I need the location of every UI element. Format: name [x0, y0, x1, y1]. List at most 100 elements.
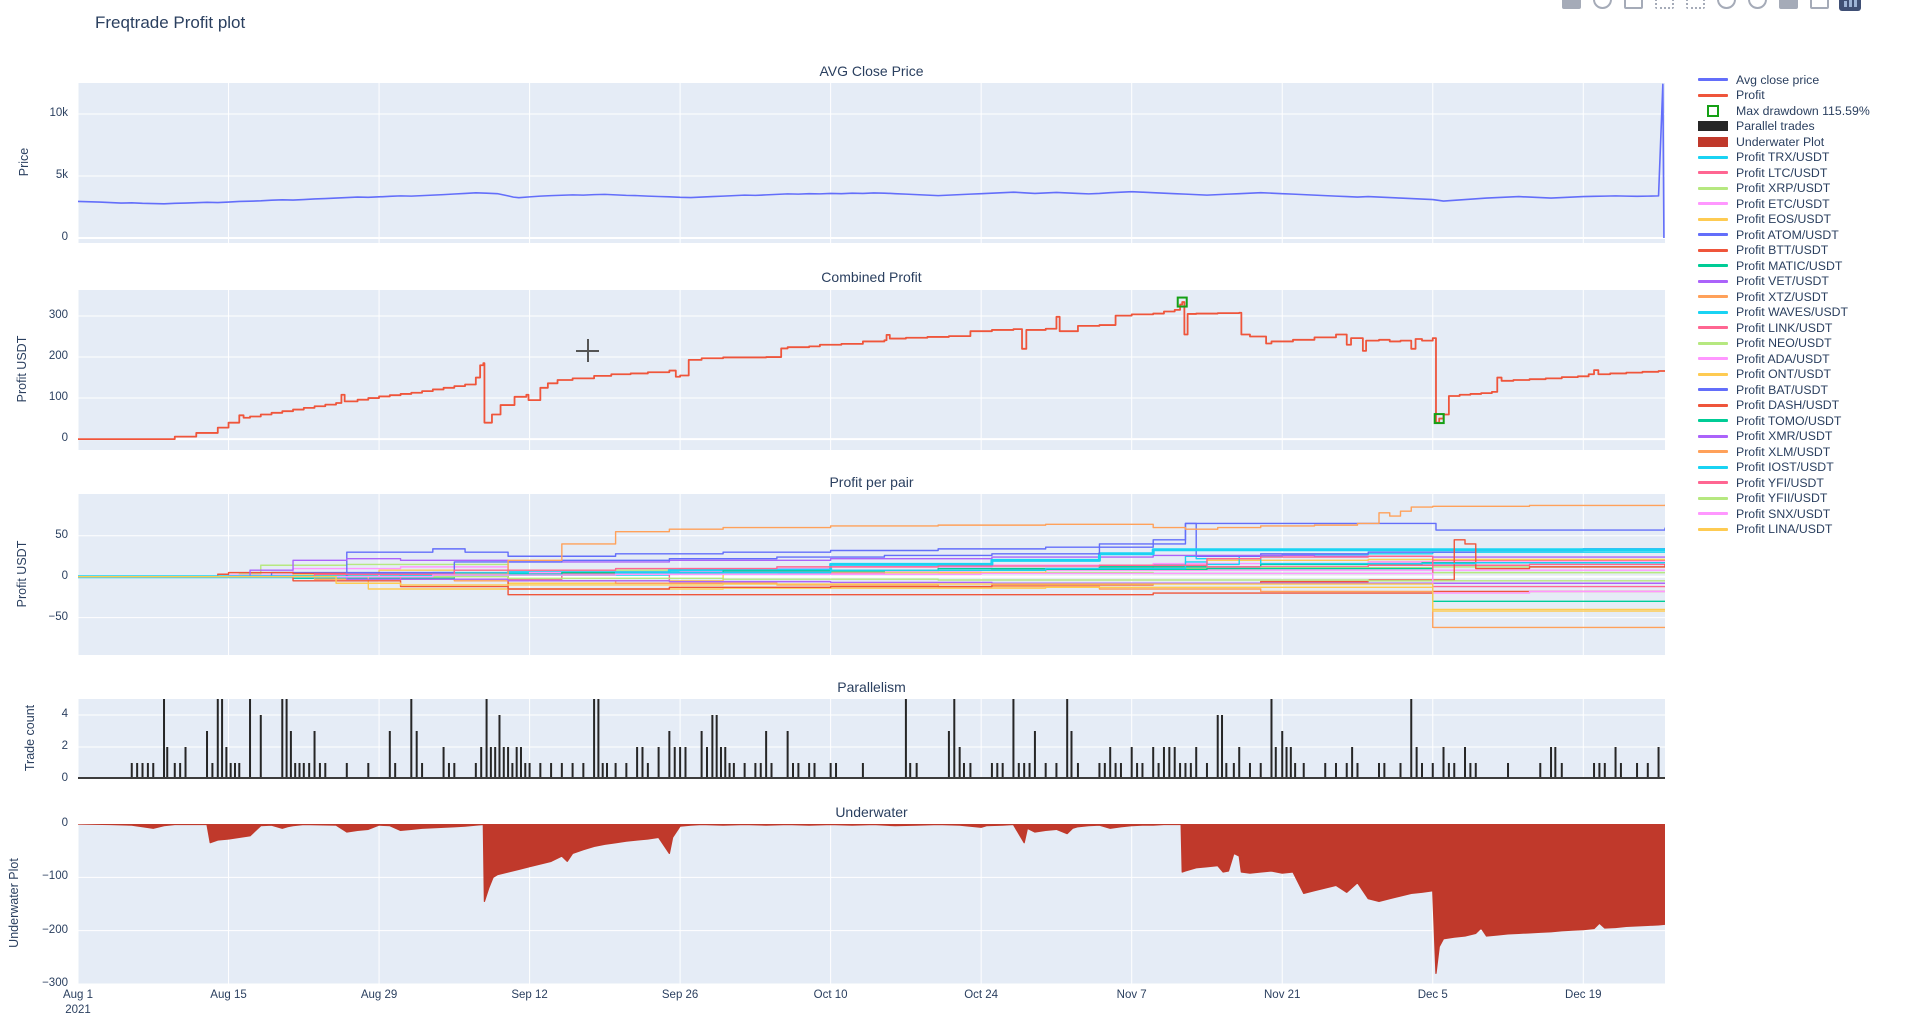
x-tick-label: Dec 19 — [1565, 989, 1602, 1001]
legend-item[interactable]: Profit WAVES/USDT — [1698, 305, 1870, 321]
subplot-title-combined-profit: Combined Profit — [821, 269, 922, 285]
legend-item-label: Max drawdown 115.59% — [1736, 103, 1870, 118]
legend-swatch — [1698, 88, 1728, 102]
legend-swatch — [1698, 522, 1728, 536]
legend-swatch — [1698, 197, 1728, 211]
legend-swatch — [1698, 181, 1728, 195]
y-axis-title-underwater: Underwater Plot — [7, 858, 21, 948]
legend-item-label: Profit — [1736, 88, 1765, 103]
page-title: Freqtrade Profit plot — [95, 13, 246, 32]
legend-item-label: Profit IOST/USDT — [1736, 460, 1834, 475]
legend-item[interactable]: Profit ONT/USDT — [1698, 367, 1870, 383]
legend-line-swatch — [1698, 136, 1728, 147]
legend-line-swatch — [1698, 202, 1728, 206]
legend-swatch — [1698, 336, 1728, 350]
legend-item[interactable]: Avg close price — [1698, 72, 1870, 88]
legend-item-label: Profit ETC/USDT — [1736, 196, 1830, 211]
legend-item[interactable]: Profit LINK/USDT — [1698, 320, 1870, 336]
legend-line-swatch — [1698, 279, 1728, 283]
plot-area-avg-close-price[interactable] — [78, 83, 1665, 243]
legend-item-label: Profit LTC/USDT — [1736, 165, 1828, 180]
camera-icon — [1561, 0, 1581, 9]
lasso-icon[interactable] — [1684, 0, 1706, 10]
legend-item[interactable]: Profit — [1698, 88, 1870, 104]
legend-item[interactable]: Profit ADA/USDT — [1698, 351, 1870, 367]
legend-item[interactable]: Profit NEO/USDT — [1698, 336, 1870, 352]
legend-item[interactable]: Profit XMR/USDT — [1698, 429, 1870, 445]
x-tick-label: Aug 1 2021 — [30, 988, 126, 1018]
legend-item[interactable]: Underwater Plot — [1698, 134, 1870, 150]
y-tick-label: 0 — [61, 569, 68, 582]
legend-item[interactable]: Profit DASH/USDT — [1698, 398, 1870, 414]
legend-line-swatch — [1698, 326, 1728, 330]
zoom-out-icon[interactable] — [1746, 0, 1768, 10]
legend-item[interactable]: Parallel trades — [1698, 119, 1870, 135]
plot-area-combined-profit[interactable] — [78, 290, 1665, 450]
y-tick-label: 0 — [61, 772, 68, 784]
legend-item[interactable]: Profit BAT/USDT — [1698, 382, 1870, 398]
legend-item[interactable]: Profit ETC/USDT — [1698, 196, 1870, 212]
legend-item-label: Profit ADA/USDT — [1736, 351, 1830, 366]
legend-item[interactable]: Profit BTT/USDT — [1698, 243, 1870, 259]
legend-line-swatch — [1698, 419, 1728, 423]
legend-item[interactable]: Profit YFI/USDT — [1698, 475, 1870, 491]
subplot-title-parallelism: Parallelism — [837, 679, 906, 695]
x-tick-label: Nov 21 — [1264, 989, 1301, 1001]
y-tick-label: 4 — [61, 708, 68, 720]
legend-item[interactable]: Profit ATOM/USDT — [1698, 227, 1870, 243]
legend-item[interactable]: Profit EOS/USDT — [1698, 212, 1870, 228]
legend-item-label: Profit WAVES/USDT — [1736, 305, 1849, 320]
y-tick-label: 100 — [48, 391, 68, 404]
zoom-in-icon — [1716, 0, 1736, 9]
legend-line-swatch — [1698, 78, 1728, 82]
legend-item-label: Profit LINA/USDT — [1736, 522, 1833, 537]
legend-swatch — [1698, 104, 1728, 118]
reset-axes-icon[interactable] — [1808, 0, 1830, 10]
legend-swatch — [1698, 228, 1728, 242]
x-tick-label: Oct 10 — [813, 989, 848, 1001]
subplot-title-profit-per-pair: Profit per pair — [829, 474, 914, 490]
legend-item-label: Profit ONT/USDT — [1736, 367, 1831, 382]
legend-swatch — [1698, 274, 1728, 288]
legend-item[interactable]: Profit XTZ/USDT — [1698, 289, 1870, 305]
legend-item[interactable]: Profit YFII/USDT — [1698, 491, 1870, 507]
legend-item[interactable]: Profit SNX/USDT — [1698, 506, 1870, 522]
zoom-icon[interactable] — [1591, 0, 1613, 10]
legend-item[interactable]: Profit XLM/USDT — [1698, 444, 1870, 460]
legend-item[interactable]: Profit LTC/USDT — [1698, 165, 1870, 181]
plotly-logo[interactable] — [1839, 0, 1861, 11]
zoom-icon — [1592, 0, 1612, 9]
pan-icon — [1623, 0, 1643, 9]
plot-area-parallelism[interactable] — [78, 699, 1665, 779]
zoom-in-icon[interactable] — [1715, 0, 1737, 10]
legend-swatch — [1698, 73, 1728, 87]
box-select-icon — [1654, 0, 1674, 9]
legend-item[interactable]: Max drawdown 115.59% — [1698, 103, 1870, 119]
legend-item[interactable]: Profit XRP/USDT — [1698, 181, 1870, 197]
legend-item-label: Profit SNX/USDT — [1736, 506, 1831, 521]
legend-line-swatch — [1698, 512, 1728, 516]
legend-swatch — [1698, 445, 1728, 459]
pan-icon[interactable] — [1622, 0, 1644, 10]
x-tick-label: Sep 12 — [511, 989, 548, 1001]
legend-swatch — [1698, 135, 1728, 149]
plot-area-profit-per-pair[interactable] — [78, 494, 1665, 655]
legend-item[interactable]: Profit LINA/USDT — [1698, 522, 1870, 538]
legend-item[interactable]: Profit TOMO/USDT — [1698, 413, 1870, 429]
plot-area-underwater[interactable] — [78, 824, 1665, 984]
legend-item-label: Profit ATOM/USDT — [1736, 227, 1839, 242]
legend-swatch — [1698, 243, 1728, 257]
legend-item[interactable]: Profit TRX/USDT — [1698, 150, 1870, 166]
x-tick-label: Sep 26 — [661, 989, 699, 1001]
legend-item-label: Profit DASH/USDT — [1736, 398, 1840, 413]
legend-item[interactable]: Profit MATIC/USDT — [1698, 258, 1870, 274]
legend-swatch — [1698, 460, 1728, 474]
box-select-icon[interactable] — [1653, 0, 1675, 10]
legend-line-swatch — [1698, 357, 1728, 361]
legend-item[interactable]: Profit VET/USDT — [1698, 274, 1870, 290]
legend-swatch — [1698, 367, 1728, 381]
y-tick-label: 200 — [48, 350, 68, 363]
autoscale-icon[interactable] — [1777, 0, 1799, 10]
legend-item[interactable]: Profit IOST/USDT — [1698, 460, 1870, 476]
camera-icon[interactable] — [1560, 0, 1582, 10]
